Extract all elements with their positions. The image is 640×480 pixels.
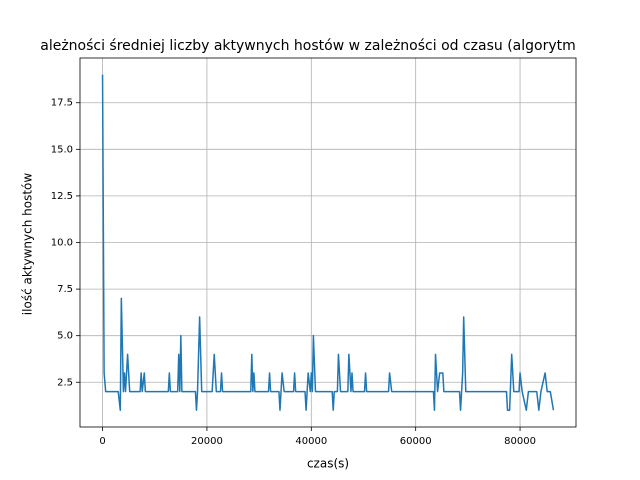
y-tick-label: 5.0 (57, 331, 73, 342)
x-tick-label: 0 (99, 436, 105, 447)
y-tick-label: 15.0 (51, 144, 73, 155)
x-tick-label: 80000 (504, 436, 536, 447)
y-tick-label: 17.5 (51, 98, 73, 109)
chart-title: ależności średniej liczby aktywnych host… (40, 38, 576, 54)
x-axis-label: czas(s) (307, 457, 349, 471)
x-tick-label: 60000 (400, 436, 432, 447)
plot-frame (79, 57, 577, 428)
y-tick-label: 10.0 (51, 238, 73, 249)
x-tick-label: 40000 (295, 436, 327, 447)
y-tick-label: 7.5 (57, 284, 73, 295)
x-tick-label: 20000 (191, 436, 223, 447)
y-tick-label: 2.5 (57, 377, 73, 388)
data-line (101, 74, 555, 411)
y-axis-label: ilość aktywnych hostów (21, 173, 35, 316)
y-tick-label: 12.5 (51, 191, 73, 202)
